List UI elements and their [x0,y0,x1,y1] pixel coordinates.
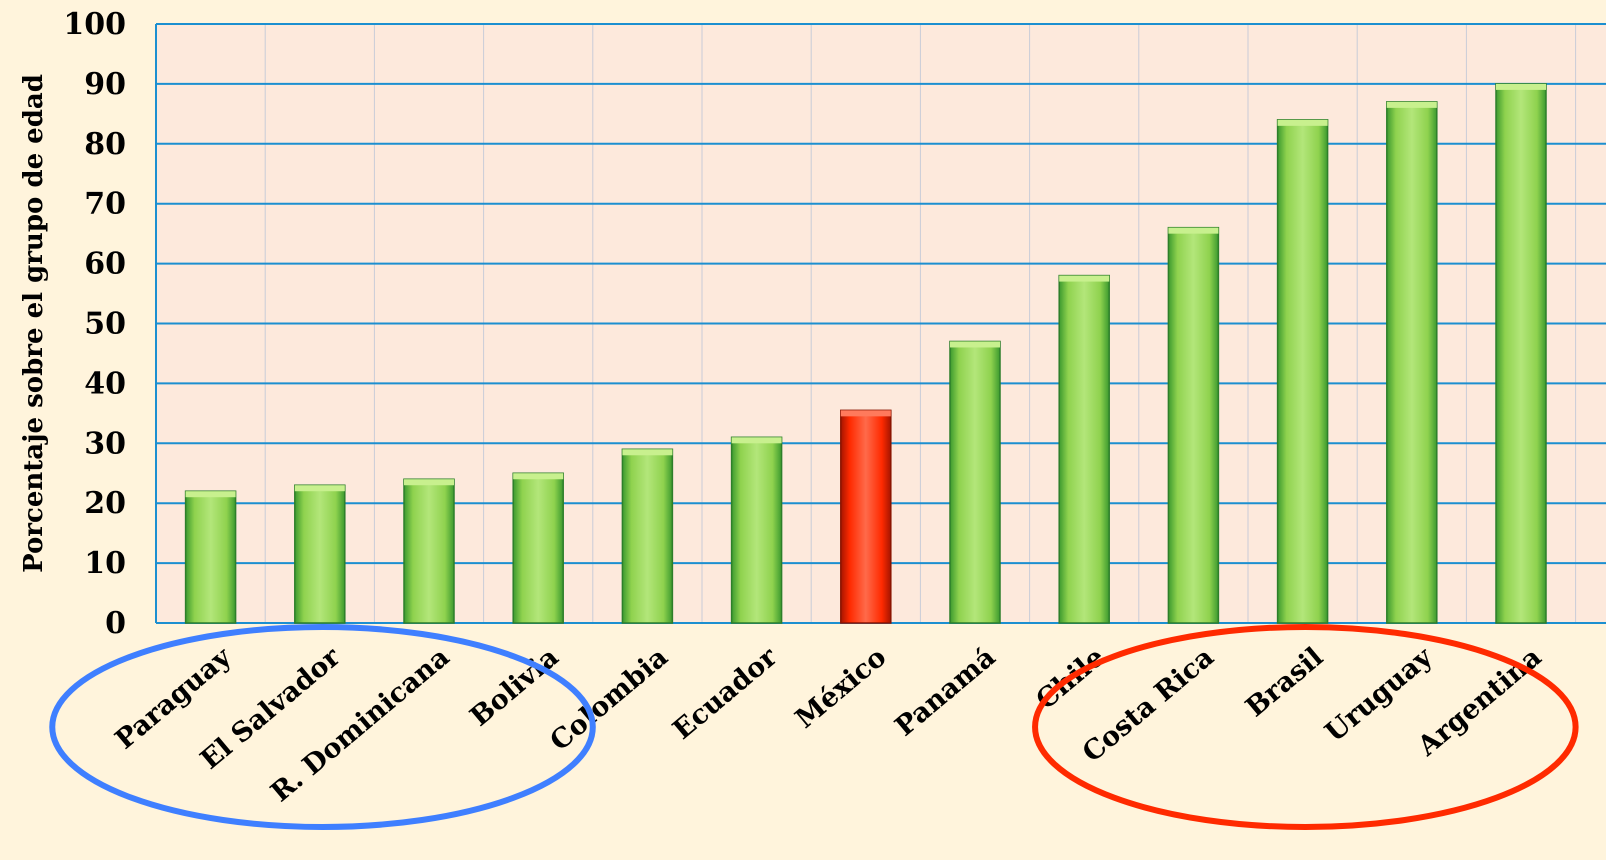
bar [730,436,783,624]
y-axis-label: Porcentaje sobre el grupo de edad [19,74,49,573]
y-tick-label: 60 [84,247,126,282]
y-tick-label: 20 [84,486,126,521]
x-tick-label: Ecuador [667,641,783,746]
bar [512,472,564,624]
y-tick-label: 80 [84,127,126,162]
y-tick-label: 30 [84,426,126,461]
y-tick-label: 70 [84,187,126,222]
bar [1167,226,1220,624]
bar [1386,101,1438,624]
y-tick-label: 0 [105,606,126,641]
bar [1495,83,1547,624]
y-tick-label: 90 [84,67,126,102]
bar [1058,274,1110,624]
bars [184,83,1547,624]
bar [949,340,1001,624]
annotation-ellipse-right [1032,624,1579,830]
bar [1276,119,1329,624]
y-tick-label: 50 [84,307,126,342]
x-tick-label: R. Dominicana [265,642,455,809]
bar [294,484,346,624]
y-tick-label: 40 [84,366,126,401]
bar [184,490,237,624]
x-tick-label: Panamá [889,642,1001,743]
bar [621,448,674,624]
x-tick-label: México [790,642,893,735]
bar [403,478,455,624]
x-tick-label: Brasil [1240,642,1329,724]
bar [840,409,892,624]
y-tick-label: 10 [84,546,126,581]
x-tick-label: Colombia [544,642,673,758]
annotation-ellipse-left [49,624,596,830]
y-tick-label: 100 [63,7,126,42]
y-tick-labels: 0 10 20 30 40 50 60 70 80 90 100 [63,7,126,641]
